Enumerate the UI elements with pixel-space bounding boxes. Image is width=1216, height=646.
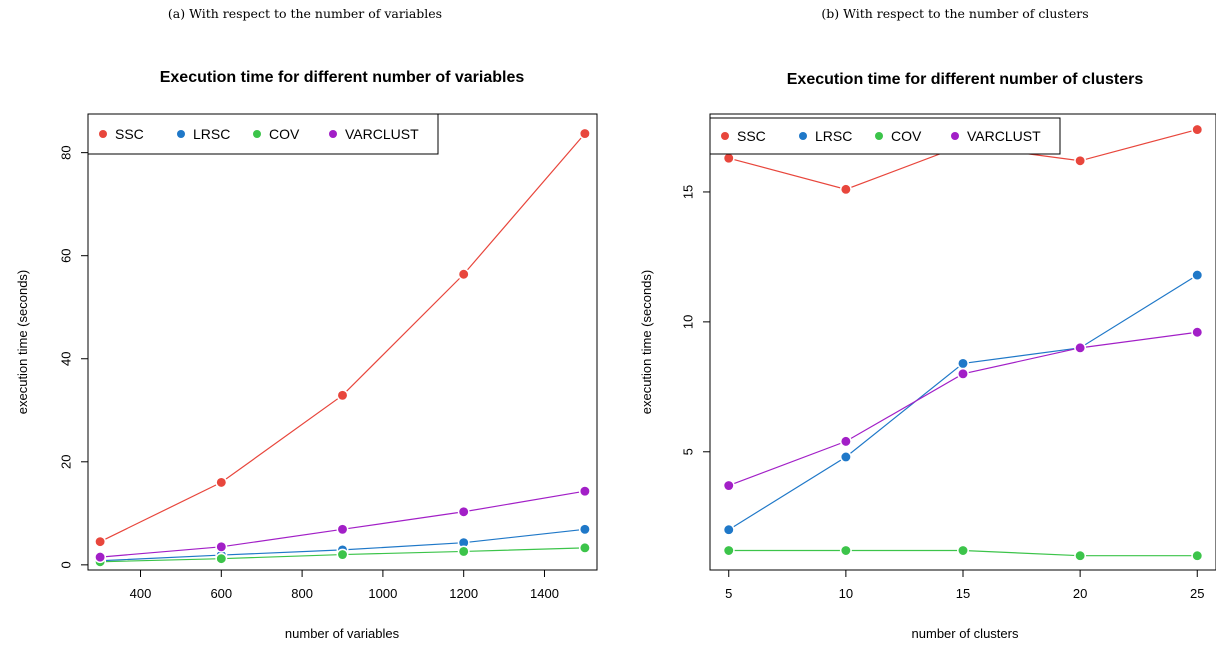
point-cov: [957, 544, 969, 557]
point-lrsc: [839, 451, 852, 463]
y-tick-label: 10: [681, 315, 696, 329]
legend-box: [709, 117, 1061, 155]
y-tick-label: 0: [59, 561, 74, 568]
chart-clusters: Execution time for different number of c…: [639, 71, 1216, 641]
plot-frame: [709, 113, 1216, 571]
x-axis-label: number of clusters: [912, 626, 1019, 641]
y-tick-label: 40: [59, 352, 74, 366]
point-ssc: [839, 183, 852, 196]
point-ssc: [1191, 123, 1204, 136]
y-tick-label: 20: [59, 455, 74, 469]
legend-label-ssc: SSC: [737, 128, 766, 144]
point-ssc: [94, 535, 107, 548]
point-cov: [215, 552, 228, 565]
x-tick-label: 800: [291, 586, 313, 601]
legend-marker-ssc: [99, 130, 107, 138]
chart-title: Execution time for different number of v…: [160, 69, 525, 86]
y-tick-label: 5: [681, 448, 696, 455]
legend-box: [87, 113, 439, 155]
point-varclust: [336, 523, 349, 536]
legend-label-cov: COV: [891, 128, 922, 144]
chart-title: Execution time for different number of c…: [787, 71, 1144, 88]
point-ssc: [336, 389, 349, 402]
legend-label-ssc: SSC: [115, 126, 144, 142]
legend: SSC LRSC COV VARCLUST: [709, 117, 1061, 155]
point-cov: [1191, 549, 1204, 562]
legend-label-varclust: VARCLUST: [345, 126, 419, 142]
x-tick-label: 1000: [368, 586, 397, 601]
point-ssc: [722, 152, 735, 165]
point-cov: [578, 541, 591, 554]
y-axis-label: execution time (seconds): [15, 270, 30, 415]
point-ssc: [457, 268, 470, 281]
point-varclust: [578, 485, 591, 498]
point-cov: [1074, 549, 1087, 562]
x-tick-label: 600: [210, 586, 232, 601]
y-tick-label: 60: [59, 248, 74, 262]
x-tick-label: 400: [130, 586, 152, 601]
legend-marker-lrsc: [177, 130, 185, 138]
y-tick-label: 15: [681, 185, 696, 199]
chart-variables: Execution time for different number of v…: [15, 69, 598, 641]
point-cov: [722, 544, 735, 557]
legend-marker-cov: [875, 132, 883, 140]
point-varclust: [722, 479, 735, 492]
y-axis: 0 20 40 60 80: [59, 145, 88, 568]
point-lrsc: [957, 357, 969, 370]
x-tick-label: 10: [839, 586, 853, 601]
point-ssc: [215, 476, 228, 489]
x-axis-label: number of variables: [285, 626, 400, 641]
point-varclust: [94, 551, 107, 564]
series-group: [722, 123, 1204, 562]
legend-label-varclust: VARCLUST: [967, 128, 1041, 144]
y-axis: 5 10 15: [681, 185, 710, 455]
x-tick-label: 1400: [530, 586, 559, 601]
y-tick-label: 80: [59, 145, 74, 159]
series-line-lrsc: [728, 274, 1198, 531]
point-cov: [457, 545, 470, 558]
legend-marker-varclust: [329, 130, 337, 138]
x-tick-label: 20: [1073, 586, 1087, 601]
point-varclust: [957, 367, 969, 380]
legend-marker-lrsc: [799, 132, 807, 140]
y-axis-label: execution time (seconds): [639, 270, 654, 415]
x-tick-label: 15: [956, 586, 970, 601]
point-cov: [839, 544, 852, 557]
point-lrsc: [1191, 269, 1204, 282]
legend-label-lrsc: LRSC: [815, 128, 852, 144]
point-varclust: [457, 505, 470, 518]
x-axis: 5 10 15 20 25: [725, 570, 1204, 601]
caption-a: (a) With respect to the number of variab…: [168, 6, 442, 21]
point-varclust: [839, 435, 852, 448]
point-lrsc: [578, 523, 591, 536]
point-ssc: [578, 127, 591, 140]
series-line-varclust: [728, 331, 1198, 487]
point-varclust: [215, 540, 228, 553]
point-cov: [336, 548, 349, 561]
x-axis: 400 600 800 1000 1200 1400: [130, 570, 559, 601]
x-tick-label: 1200: [449, 586, 478, 601]
x-tick-label: 5: [725, 586, 732, 601]
point-ssc: [1074, 154, 1087, 167]
point-varclust: [1191, 326, 1204, 339]
point-lrsc: [722, 523, 735, 536]
legend-marker-ssc: [721, 132, 729, 140]
series-line-ssc: [99, 133, 586, 543]
point-varclust: [1074, 341, 1087, 354]
legend-label-cov: COV: [269, 126, 300, 142]
series-group: [94, 127, 591, 568]
legend-label-lrsc: LRSC: [193, 126, 230, 142]
legend-marker-cov: [253, 130, 261, 138]
caption-b: (b) With respect to the number of cluste…: [821, 6, 1088, 21]
legend: SSC LRSC COV VARCLUST: [87, 113, 439, 155]
x-tick-label: 25: [1190, 586, 1204, 601]
legend-marker-varclust: [951, 132, 959, 140]
